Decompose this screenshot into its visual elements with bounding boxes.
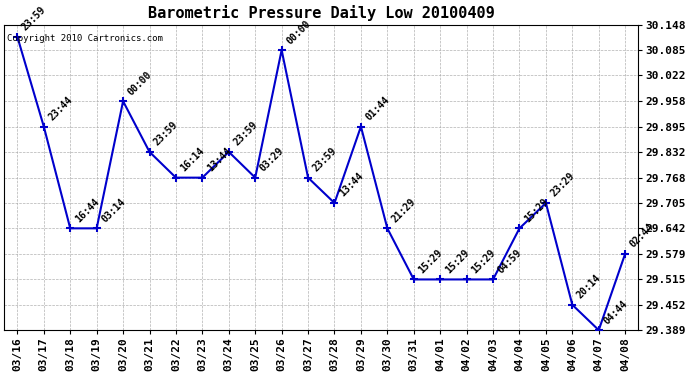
Title: Barometric Pressure Daily Low 20100409: Barometric Pressure Daily Low 20100409 <box>148 5 495 21</box>
Text: 03:14: 03:14 <box>99 196 127 224</box>
Text: 04:44: 04:44 <box>602 298 629 326</box>
Text: 23:59: 23:59 <box>232 120 259 148</box>
Text: 15:29: 15:29 <box>443 248 471 275</box>
Text: 01:44: 01:44 <box>364 94 391 122</box>
Text: 23:59: 23:59 <box>152 120 180 148</box>
Text: 21:29: 21:29 <box>390 196 418 224</box>
Text: 13:44: 13:44 <box>205 146 233 174</box>
Text: 03:29: 03:29 <box>258 146 286 174</box>
Text: 15:29: 15:29 <box>522 196 550 224</box>
Text: Copyright 2010 Cartronics.com: Copyright 2010 Cartronics.com <box>8 34 164 43</box>
Text: 23:59: 23:59 <box>310 146 339 174</box>
Text: 13:44: 13:44 <box>337 171 365 199</box>
Text: 16:44: 16:44 <box>73 196 101 224</box>
Text: 20:14: 20:14 <box>575 273 603 301</box>
Text: 04:59: 04:59 <box>496 248 524 275</box>
Text: 15:29: 15:29 <box>417 248 444 275</box>
Text: 02:44: 02:44 <box>628 222 655 249</box>
Text: 00:00: 00:00 <box>126 69 154 97</box>
Text: 23:44: 23:44 <box>47 94 75 122</box>
Text: 23:59: 23:59 <box>20 5 48 33</box>
Text: 23:29: 23:29 <box>549 171 577 199</box>
Text: 16:14: 16:14 <box>179 146 206 174</box>
Text: 00:00: 00:00 <box>284 18 313 46</box>
Text: 15:29: 15:29 <box>469 248 497 275</box>
